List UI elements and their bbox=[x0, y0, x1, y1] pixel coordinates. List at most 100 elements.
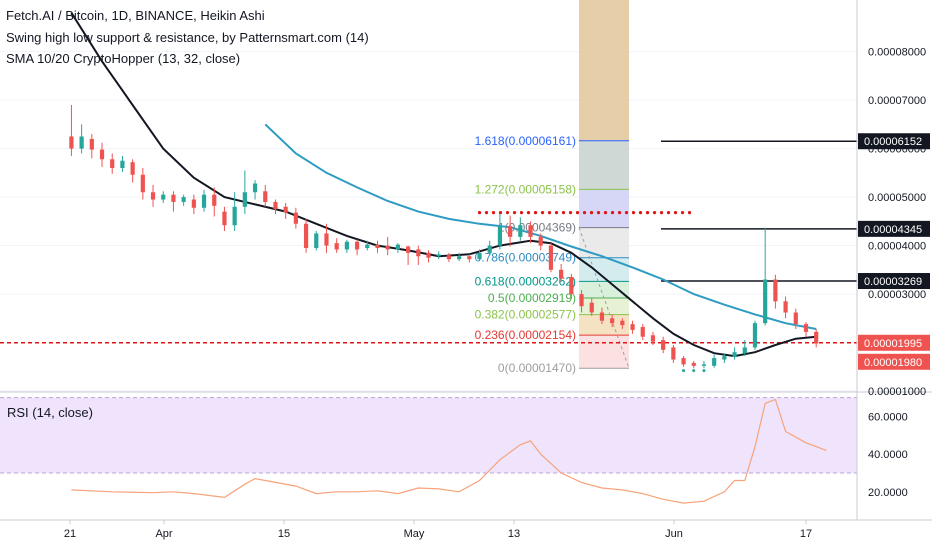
swing-low-dot bbox=[682, 369, 686, 373]
candle-body[interactable] bbox=[497, 226, 503, 246]
candle-body[interactable] bbox=[334, 243, 339, 250]
candle-body[interactable] bbox=[69, 136, 74, 149]
swing-resistance-dot bbox=[631, 211, 636, 215]
candle-body[interactable] bbox=[212, 194, 217, 206]
candle-body[interactable] bbox=[324, 233, 329, 246]
fib-zone bbox=[579, 297, 629, 315]
candle-body[interactable] bbox=[691, 362, 696, 366]
fib-level-label: 1(0.00004369) bbox=[498, 221, 576, 235]
candle-body[interactable] bbox=[344, 241, 349, 250]
candle-body[interactable] bbox=[314, 233, 319, 248]
rsi-tick-label: 60.0000 bbox=[868, 411, 908, 423]
candle-body[interactable] bbox=[181, 197, 186, 202]
candle-body[interactable] bbox=[375, 244, 380, 248]
candle-body[interactable] bbox=[773, 279, 778, 302]
candle-body[interactable] bbox=[293, 212, 298, 224]
candle-body[interactable] bbox=[701, 364, 707, 366]
candle-body[interactable] bbox=[528, 225, 533, 237]
candle-body[interactable] bbox=[79, 136, 84, 149]
candle-body[interactable] bbox=[793, 312, 798, 325]
candle-body[interactable] bbox=[477, 252, 482, 260]
candle-body[interactable] bbox=[538, 236, 543, 246]
candle-body[interactable] bbox=[354, 241, 360, 250]
candle-body[interactable] bbox=[559, 269, 564, 279]
candle-body[interactable] bbox=[589, 302, 594, 313]
candle-body[interactable] bbox=[681, 358, 686, 365]
swing-resistance-dot bbox=[638, 211, 643, 215]
candle-body[interactable] bbox=[661, 340, 666, 350]
candle-body[interactable] bbox=[712, 358, 717, 366]
candle-body[interactable] bbox=[161, 194, 166, 200]
candle-body[interactable] bbox=[263, 191, 268, 202]
candle-body[interactable] bbox=[640, 327, 645, 337]
candle-body[interactable] bbox=[783, 301, 788, 313]
swing-resistance-dot bbox=[645, 211, 650, 215]
price-tick-label: 0.00001000 bbox=[868, 386, 926, 398]
grid bbox=[0, 51, 857, 392]
candle-body[interactable] bbox=[579, 294, 584, 307]
candle-body[interactable] bbox=[99, 149, 105, 160]
candle-body[interactable] bbox=[252, 183, 258, 193]
candle-body[interactable] bbox=[130, 162, 135, 175]
candle-body[interactable] bbox=[222, 211, 227, 226]
candle-body[interactable] bbox=[140, 174, 145, 193]
candle-body[interactable] bbox=[283, 206, 288, 213]
candle-body[interactable] bbox=[467, 256, 472, 260]
candle-body[interactable] bbox=[89, 138, 94, 150]
candle-body[interactable] bbox=[508, 226, 513, 237]
candle-body[interactable] bbox=[395, 244, 400, 250]
candle-body[interactable] bbox=[487, 245, 492, 253]
candle-body[interactable] bbox=[722, 356, 727, 360]
candle-body[interactable] bbox=[150, 192, 156, 200]
candle-body[interactable] bbox=[201, 194, 207, 208]
candle-body[interactable] bbox=[303, 223, 309, 248]
fib-zone bbox=[579, 281, 629, 298]
candle-body[interactable] bbox=[671, 347, 676, 360]
ray-price-badge-text: 0.00003269 bbox=[864, 276, 922, 288]
candle-body[interactable] bbox=[120, 160, 125, 168]
candle-body[interactable] bbox=[610, 318, 615, 324]
rsi-tick-label: 40.0000 bbox=[868, 449, 908, 461]
candle-body[interactable] bbox=[569, 277, 574, 295]
swing-resistance-dot bbox=[652, 211, 657, 215]
candle-body[interactable] bbox=[242, 192, 247, 207]
candle-body[interactable] bbox=[385, 245, 390, 250]
rsi-tick-label: 20.0000 bbox=[868, 487, 908, 499]
candle-body[interactable] bbox=[232, 206, 237, 226]
ray-price-badge-bg bbox=[858, 220, 930, 237]
candle-body[interactable] bbox=[365, 244, 370, 248]
ray-price-badge: 0.00006152 bbox=[858, 133, 930, 150]
candle-body[interactable] bbox=[436, 254, 441, 257]
candle-body[interactable] bbox=[518, 225, 523, 237]
candle-body[interactable] bbox=[650, 335, 656, 342]
fibonacci-retracement[interactable]: 0(0.00001470) 0.236(0.00002154) 0.382(0.00… bbox=[475, 0, 630, 375]
candle-body[interactable] bbox=[630, 324, 635, 330]
candle-body[interactable] bbox=[814, 331, 819, 344]
candle-body[interactable] bbox=[110, 159, 115, 168]
swing-resistance-dot bbox=[610, 211, 615, 215]
candle-body[interactable] bbox=[416, 249, 421, 257]
candle-body[interactable] bbox=[548, 245, 554, 270]
candle-body[interactable] bbox=[191, 199, 196, 208]
candle-body[interactable] bbox=[273, 201, 278, 210]
candle-body[interactable] bbox=[457, 256, 462, 260]
candle-body[interactable] bbox=[752, 323, 758, 348]
candle-body[interactable] bbox=[426, 252, 431, 258]
candle-body[interactable] bbox=[742, 347, 747, 354]
candle-body[interactable] bbox=[732, 352, 737, 358]
candle-body[interactable] bbox=[446, 255, 452, 260]
support-price-badge-text: 0.00001995 bbox=[864, 338, 922, 350]
candles[interactable] bbox=[69, 104, 819, 373]
swing-resistance-dot bbox=[505, 211, 510, 215]
time-tick-label: May bbox=[404, 528, 425, 540]
candle-body[interactable] bbox=[171, 194, 176, 202]
candle-body[interactable] bbox=[803, 324, 809, 332]
rsi-band bbox=[0, 397, 857, 473]
candle-body[interactable] bbox=[763, 279, 768, 324]
candle-body[interactable] bbox=[599, 312, 605, 321]
candle-body[interactable] bbox=[405, 246, 411, 253]
rsi-pane[interactable] bbox=[0, 397, 857, 504]
ray-price-badge: 0.00003269 bbox=[858, 273, 930, 290]
candle-body[interactable] bbox=[620, 320, 625, 326]
